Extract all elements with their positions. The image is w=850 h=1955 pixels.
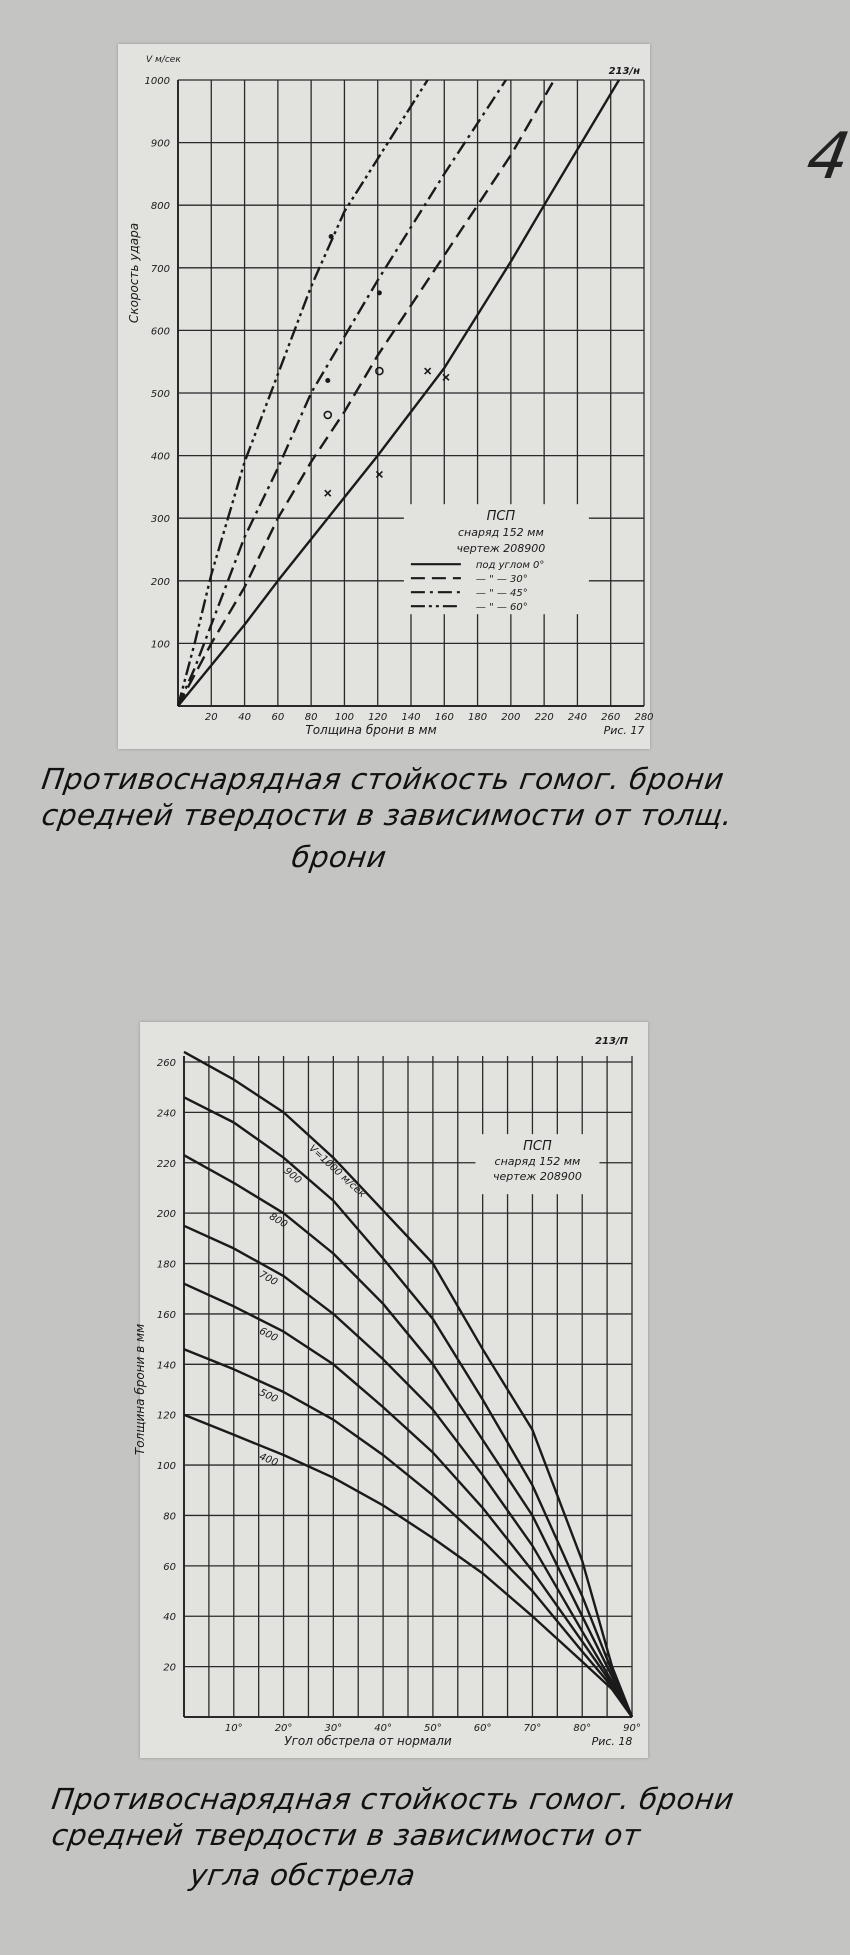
legend-entry: — " — 45° <box>476 588 528 599</box>
legend-entry: — " — 30° <box>476 574 528 585</box>
caption-1-line-3: брони <box>289 840 389 874</box>
y-axis-label: Толщина брони в мм <box>133 1324 147 1455</box>
y-tick-label: 200 <box>157 1209 176 1220</box>
caption-1-line-2: средней твердости в зависимости от толщ. <box>39 798 735 832</box>
x-tick-label: 80° <box>573 1723 591 1734</box>
y-tick-label: 1000 <box>145 76 170 87</box>
legend-background <box>475 1134 600 1195</box>
y-tick-label: 400 <box>151 452 170 463</box>
series-line <box>183 1154 634 1718</box>
legend-title: ПСП <box>523 1139 552 1154</box>
sheet-code: 213/П <box>595 1036 629 1047</box>
y-tick-label: 800 <box>151 201 170 212</box>
x-tick-label: 280 <box>634 712 653 723</box>
data-marker-cross <box>424 367 432 375</box>
y-tick-label: 160 <box>157 1310 176 1321</box>
x-axis-label: Угол обстрела от нормали <box>284 1734 452 1748</box>
x-axis-label: Толщина брони в мм <box>305 723 436 737</box>
y-tick-label: 200 <box>151 577 170 588</box>
y-tick-label: 80 <box>163 1511 176 1522</box>
series-line <box>176 79 429 707</box>
sheet-code: 213/н <box>609 66 641 77</box>
y-axis-label: Скорость удара <box>127 223 141 323</box>
series-line <box>177 79 621 707</box>
legend-entry: под углом 0° <box>476 560 545 571</box>
x-tick-label: 50° <box>424 1723 442 1734</box>
y-tick-label: 140 <box>157 1360 176 1371</box>
x-tick-label: 60° <box>474 1723 492 1734</box>
x-tick-label: 220 <box>535 712 554 723</box>
y-tick-label: 180 <box>157 1260 176 1271</box>
data-marker-dot <box>376 290 382 296</box>
series-label: 900 <box>282 1166 304 1187</box>
series-line <box>176 79 507 707</box>
series-line <box>183 1096 634 1718</box>
x-tick-label: 30° <box>324 1723 342 1734</box>
series-line <box>183 1348 634 1718</box>
x-tick-label: 160 <box>435 712 454 723</box>
legend-entry: — " — 60° <box>476 602 528 613</box>
caption-2-line-3: угла обстрела <box>187 1858 418 1892</box>
data-marker-cross <box>324 489 332 497</box>
series-line <box>183 1282 634 1718</box>
series-line <box>183 1413 633 1718</box>
series-label: 500 <box>257 1387 279 1405</box>
legend-title: чертеж 208900 <box>493 1170 582 1183</box>
y-tick-label: 700 <box>151 264 170 275</box>
unit-label: V м/сек <box>146 55 181 65</box>
data-marker-circle <box>375 366 384 376</box>
series-line <box>183 1050 634 1718</box>
x-tick-label: 40° <box>374 1723 392 1734</box>
x-tick-label: 20° <box>275 1723 293 1734</box>
data-marker-cross <box>442 373 450 381</box>
legend-title: чертеж 208900 <box>456 542 545 555</box>
legend-title: снаряд 152 мм <box>495 1155 581 1168</box>
y-tick-label: 260 <box>157 1058 176 1069</box>
y-tick-label: 300 <box>151 514 170 525</box>
data-marker-circle <box>323 410 333 420</box>
x-tick-label: 60 <box>271 712 284 723</box>
caption-2-line-2: средней твердости в зависимости от <box>49 1818 643 1852</box>
x-tick-label: 180 <box>468 712 487 723</box>
legend-title: снаряд 152 мм <box>458 526 544 539</box>
y-tick-label: 40 <box>163 1612 176 1623</box>
figure-label: Рис. 17 <box>604 724 645 737</box>
x-tick-label: 120 <box>368 712 387 723</box>
y-tick-label: 240 <box>157 1108 176 1119</box>
y-tick-label: 100 <box>151 639 170 650</box>
x-tick-label: 40 <box>238 712 251 723</box>
x-tick-label: 100 <box>335 712 354 723</box>
data-marker-dot <box>328 234 334 239</box>
caption-2-line-1: Противоснарядная стойкость гомог. брони <box>49 1782 737 1816</box>
x-tick-label: 260 <box>601 712 620 723</box>
y-tick-label: 120 <box>157 1411 176 1422</box>
data-marker-dot <box>325 377 331 383</box>
data-marker-cross <box>375 470 383 478</box>
y-tick-label: 500 <box>151 389 170 400</box>
x-tick-label: 10° <box>225 1723 243 1734</box>
series-label: 400 <box>258 1452 280 1469</box>
x-tick-label: 80 <box>305 712 318 723</box>
chart-sheet-17 <box>118 44 650 749</box>
caption-1-line-1: Противоснарядная стойкость гомог. брони <box>39 762 727 796</box>
legend-title: ПСП <box>487 509 516 524</box>
y-tick-label: 20 <box>163 1663 176 1674</box>
series-line <box>183 1224 634 1718</box>
figure-label: Рис. 18 <box>592 1735 633 1748</box>
x-tick-label: 20 <box>205 712 218 723</box>
legend-background <box>403 504 589 615</box>
x-tick-label: 90° <box>623 1723 641 1734</box>
x-tick-label: 140 <box>401 712 420 723</box>
x-tick-label: 70° <box>524 1723 542 1734</box>
x-tick-label: 240 <box>568 712 587 723</box>
y-tick-label: 60 <box>163 1562 176 1573</box>
y-tick-label: 900 <box>151 139 170 150</box>
x-tick-label: 200 <box>501 712 520 723</box>
y-tick-label: 100 <box>157 1461 176 1472</box>
y-tick-label: 220 <box>157 1159 176 1170</box>
y-tick-label: 600 <box>151 326 170 337</box>
